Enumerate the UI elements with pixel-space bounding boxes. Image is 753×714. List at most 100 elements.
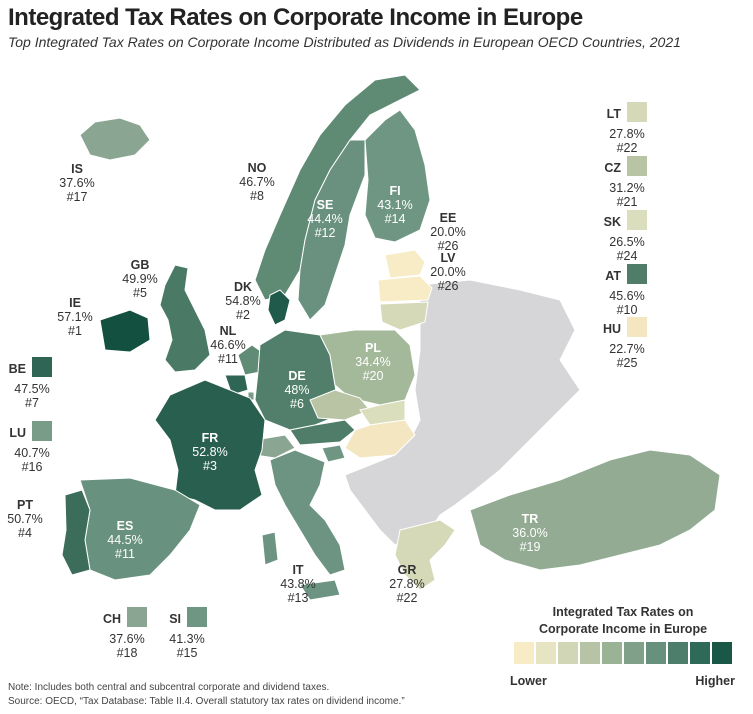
country-rank: #21 bbox=[617, 195, 638, 209]
inset-swatch bbox=[627, 102, 647, 122]
country-rate: 44.4% bbox=[307, 212, 342, 226]
country-shape-gb bbox=[159, 264, 211, 373]
country-rank: #24 bbox=[617, 249, 638, 263]
country-rate: 37.6% bbox=[109, 632, 144, 646]
country-code: LT bbox=[607, 107, 622, 121]
inset-item-sk: SK 26.5%#24 bbox=[604, 210, 647, 263]
country-rank: #4 bbox=[18, 526, 32, 540]
country-shape-is bbox=[79, 117, 151, 161]
legend-low-label: Lower bbox=[510, 674, 547, 688]
note-text: Note: Includes both central and subcentr… bbox=[8, 682, 330, 693]
country-rank: #13 bbox=[288, 591, 309, 605]
country-rate: 46.6% bbox=[210, 338, 245, 352]
legend-swatches bbox=[514, 642, 732, 664]
country-code: CZ bbox=[604, 161, 621, 175]
country-rank: #22 bbox=[617, 141, 638, 155]
country-rate: 36.0% bbox=[512, 526, 547, 540]
legend-swatch bbox=[712, 642, 732, 664]
country-rate: 50.7% bbox=[7, 512, 42, 526]
country-rank: #14 bbox=[385, 212, 406, 226]
inset-item-lu: LU 40.7%#16 bbox=[9, 421, 52, 474]
country-rate: 43.8% bbox=[280, 577, 315, 591]
country-code: GR bbox=[398, 563, 417, 577]
inset-swatch bbox=[627, 264, 647, 284]
country-code: HU bbox=[603, 322, 621, 336]
country-code: PL bbox=[365, 341, 381, 355]
country-shape-it-sicily bbox=[299, 579, 341, 601]
country-shape-ie bbox=[99, 309, 151, 353]
country-rate: 47.5% bbox=[14, 382, 49, 396]
country-rank: #11 bbox=[115, 547, 135, 561]
country-rate: 34.4% bbox=[355, 355, 390, 369]
country-shape-lt bbox=[379, 301, 429, 331]
country-code: EE bbox=[440, 211, 457, 225]
country-code: IS bbox=[71, 162, 83, 176]
inset-swatch bbox=[627, 210, 647, 230]
country-rate: 52.8% bbox=[192, 445, 227, 459]
legend-swatch bbox=[514, 642, 534, 664]
source-text: Source: OECD, “Tax Database: Table II.4.… bbox=[8, 696, 405, 707]
map-subtitle: Top Integrated Tax Rates on Corporate In… bbox=[8, 34, 681, 50]
country-rank: #3 bbox=[203, 459, 217, 473]
country-code: BE bbox=[9, 362, 26, 376]
country-rank: #8 bbox=[250, 189, 264, 203]
inset-item-cz: CZ 31.2%#21 bbox=[604, 156, 647, 209]
country-rate: 40.7% bbox=[14, 446, 49, 460]
country-code: GB bbox=[131, 258, 150, 272]
country-shape-dk bbox=[267, 289, 291, 326]
legend-swatch bbox=[624, 642, 644, 664]
country-rate: 46.7% bbox=[239, 175, 274, 189]
country-shape-ee bbox=[384, 249, 426, 279]
country-rate: 44.5% bbox=[107, 533, 142, 547]
country-rate: 27.8% bbox=[609, 127, 644, 141]
country-code: AT bbox=[605, 269, 621, 283]
country-rate: 22.7% bbox=[609, 342, 644, 356]
inset-swatch bbox=[127, 607, 147, 627]
country-rank: #26 bbox=[438, 239, 459, 253]
country-shape-pt bbox=[61, 489, 91, 576]
legend-swatch bbox=[668, 642, 688, 664]
country-rank: #22 bbox=[397, 591, 418, 605]
country-code: IT bbox=[292, 563, 303, 577]
inset-swatch bbox=[32, 421, 52, 441]
country-rank: #12 bbox=[315, 226, 336, 240]
legend-swatch bbox=[536, 642, 556, 664]
country-shape-fi bbox=[364, 109, 431, 243]
country-shape-hu bbox=[344, 419, 416, 459]
inset-item-be: BE 47.5%#7 bbox=[9, 357, 52, 410]
country-rank: #15 bbox=[177, 646, 198, 660]
country-code: TR bbox=[522, 512, 539, 526]
inset-swatch bbox=[32, 357, 52, 377]
legend-high-label: Higher bbox=[695, 674, 735, 688]
country-code: IE bbox=[69, 296, 81, 310]
inset-legend-items: LT27.8%#22CZ31.2%#21SK26.5%#24AT45.6%#10… bbox=[9, 102, 647, 660]
country-code: LV bbox=[440, 251, 456, 265]
country-shape-sk bbox=[359, 399, 406, 426]
country-shape-se bbox=[297, 139, 366, 321]
country-rank: #18 bbox=[117, 646, 138, 660]
country-rate: 31.2% bbox=[609, 181, 644, 195]
country-rate: 20.0% bbox=[430, 265, 465, 279]
country-rank: #5 bbox=[133, 286, 147, 300]
country-rank: #17 bbox=[67, 190, 88, 204]
country-code: SI bbox=[169, 612, 181, 626]
legend-swatch bbox=[580, 642, 600, 664]
country-code: NO bbox=[248, 161, 267, 175]
country-rate: 49.9% bbox=[122, 272, 157, 286]
country-rank: #19 bbox=[520, 540, 541, 554]
inset-item-hu: HU 22.7%#25 bbox=[603, 317, 647, 370]
map-title: Integrated Tax Rates on Corporate Income… bbox=[8, 4, 583, 31]
